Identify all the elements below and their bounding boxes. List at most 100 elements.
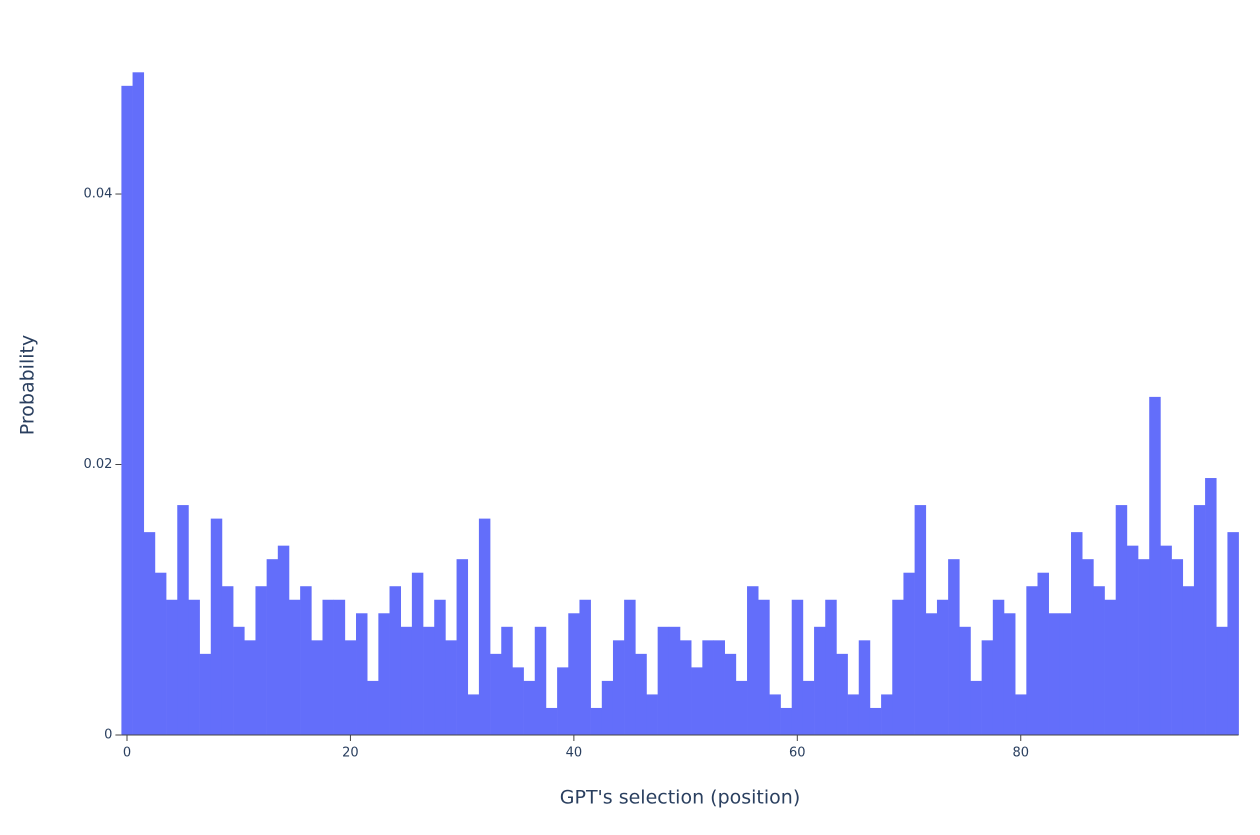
bar <box>121 85 133 736</box>
bar <box>1015 694 1027 735</box>
bar <box>579 599 591 735</box>
bar <box>1205 478 1217 735</box>
bar <box>434 599 446 735</box>
bar <box>378 613 390 735</box>
bar <box>635 653 647 735</box>
bar <box>702 640 714 735</box>
bar <box>914 505 927 735</box>
bar <box>1026 586 1038 735</box>
bar <box>277 545 290 735</box>
bar <box>445 640 457 735</box>
bar <box>713 640 725 735</box>
bar <box>1171 559 1184 735</box>
y-axis-title: Probability <box>17 335 39 435</box>
y-tick-label: 0.02 <box>83 457 112 472</box>
bar <box>948 559 960 735</box>
bar <box>925 613 938 735</box>
bar <box>1048 613 1061 735</box>
bar <box>478 518 491 735</box>
bar <box>244 640 256 735</box>
bar <box>601 680 614 735</box>
bar <box>210 518 223 735</box>
bar <box>646 694 658 735</box>
bar <box>1160 545 1172 735</box>
bar <box>691 667 703 735</box>
bar <box>512 667 524 735</box>
bar <box>132 72 145 736</box>
x-tick-label: 80 <box>1012 746 1029 761</box>
y-tick-label: 0 <box>104 728 112 743</box>
bar <box>199 653 212 735</box>
bar <box>1059 613 1072 735</box>
bar <box>780 707 793 735</box>
bar <box>668 626 681 735</box>
bar <box>1104 599 1117 735</box>
x-tick-label: 20 <box>342 746 359 761</box>
bar <box>188 599 200 735</box>
bar <box>568 613 580 735</box>
bar <box>624 599 636 735</box>
bar <box>501 626 513 735</box>
bar <box>166 599 178 735</box>
x-tick-label: 40 <box>566 746 583 761</box>
bar <box>981 640 994 735</box>
bar <box>344 640 357 735</box>
bar <box>612 640 625 735</box>
bar <box>400 626 413 735</box>
bar <box>154 572 167 735</box>
bar <box>1216 626 1228 735</box>
bar <box>266 559 279 735</box>
bar <box>747 586 759 735</box>
bar <box>847 694 860 735</box>
bar <box>1082 559 1094 735</box>
bar <box>177 505 189 735</box>
bar <box>1193 505 1206 735</box>
bar <box>936 599 949 735</box>
bar <box>791 599 804 735</box>
bar <box>758 599 770 735</box>
bar <box>881 694 893 735</box>
bar <box>389 586 401 735</box>
bar <box>255 586 267 735</box>
bar <box>557 667 569 735</box>
bar <box>490 653 502 735</box>
x-tick-label: 60 <box>789 746 806 761</box>
bar <box>233 626 245 735</box>
bar <box>300 586 312 735</box>
bar <box>1138 559 1150 735</box>
x-axis-title: GPT's selection (position) <box>560 787 800 809</box>
bar <box>333 599 346 735</box>
bar <box>680 640 692 735</box>
bar <box>1093 586 1105 735</box>
bar <box>545 707 558 735</box>
bar <box>143 532 156 735</box>
bar <box>892 599 904 735</box>
bar <box>869 707 882 735</box>
bar <box>769 694 781 735</box>
bar <box>814 626 826 735</box>
bar <box>423 626 435 735</box>
bar <box>1071 532 1083 735</box>
bar <box>970 680 982 735</box>
bar <box>1227 532 1239 735</box>
bar <box>1182 586 1195 735</box>
bar <box>322 599 334 735</box>
bar <box>657 626 670 735</box>
bar <box>523 680 536 735</box>
bar <box>1003 613 1016 735</box>
bar <box>735 680 748 735</box>
bar <box>959 626 971 735</box>
x-tick-label: 0 <box>123 746 131 761</box>
bar <box>825 599 837 735</box>
bar <box>1126 545 1139 735</box>
bar <box>590 707 603 735</box>
bar <box>836 653 848 735</box>
y-tick-label: 0.04 <box>83 187 112 202</box>
bar <box>858 640 871 735</box>
bar <box>411 572 424 735</box>
bar <box>221 586 234 735</box>
bar <box>724 653 737 735</box>
bar <box>1037 572 1049 735</box>
bar <box>456 559 469 735</box>
